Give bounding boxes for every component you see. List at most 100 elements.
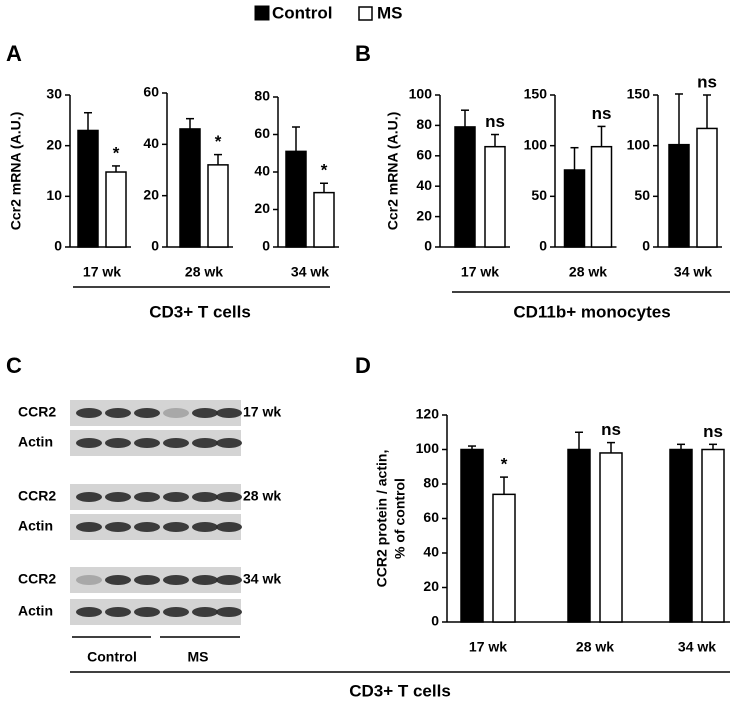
significance-label: *	[501, 455, 508, 474]
significance-label: ns	[592, 104, 612, 123]
blot-band	[163, 607, 189, 617]
bar	[492, 493, 516, 623]
blot-band	[163, 492, 189, 502]
x-tick-label: 34 wk	[678, 639, 716, 655]
x-tick-label: 17 wk	[469, 639, 507, 655]
bar	[590, 145, 613, 248]
blot-group-label: MS	[188, 649, 209, 665]
y-tick-label: 0	[54, 238, 62, 254]
blot-band	[105, 492, 131, 502]
y-tick-label: 60	[423, 509, 439, 525]
y-tick-label: 0	[539, 238, 547, 254]
panel-label: C	[6, 353, 22, 378]
blot-band	[105, 438, 131, 448]
blot-row-label: Actin	[18, 434, 53, 450]
panel-label: A	[6, 41, 22, 66]
blot-band	[192, 492, 218, 502]
y-axis-label: Ccr2 mRNA (A.U.)	[385, 112, 401, 231]
bar	[179, 128, 201, 248]
x-tick-label: 28 wk	[569, 264, 607, 280]
blot-band	[192, 522, 218, 532]
blot-band	[163, 408, 189, 418]
blot-band	[105, 575, 131, 585]
blot-week-label: 17 wk	[243, 404, 281, 420]
blot-band	[134, 408, 160, 418]
y-tick-label: 150	[627, 86, 651, 102]
y-tick-label: 20	[254, 200, 270, 216]
y-tick-label: 10	[46, 187, 62, 203]
bar	[599, 452, 623, 623]
blot-row-label: Actin	[18, 603, 53, 619]
bar	[484, 145, 506, 248]
blot-band	[134, 492, 160, 502]
y-tick-label: 40	[143, 135, 159, 151]
bar	[669, 448, 693, 623]
x-tick-label: 28 wk	[185, 264, 223, 280]
bar	[668, 143, 690, 248]
blot-row-label: CCR2	[18, 571, 56, 587]
blot-band	[76, 408, 102, 418]
blot-group-label: Control	[87, 649, 137, 665]
y-axis-label: % of control	[392, 478, 408, 559]
blot-band	[216, 522, 242, 532]
blot-band	[76, 575, 102, 585]
blot-week-label: 28 wk	[243, 488, 281, 504]
bar	[313, 191, 335, 248]
y-tick-label: 20	[143, 186, 159, 202]
bar	[567, 448, 591, 623]
y-tick-label: 100	[416, 440, 440, 456]
blot-band	[76, 492, 102, 502]
y-tick-label: 50	[531, 187, 547, 203]
x-tick-label: 34 wk	[291, 264, 329, 280]
significance-label: *	[215, 132, 222, 151]
y-tick-label: 0	[151, 238, 159, 254]
legend-label: MS	[377, 3, 403, 22]
panel-label: B	[355, 41, 371, 66]
blot-band	[134, 575, 160, 585]
blot-band	[192, 408, 218, 418]
blot-band	[134, 522, 160, 532]
y-tick-label: 40	[254, 163, 270, 179]
legend-swatch	[254, 5, 270, 21]
blot-band	[163, 575, 189, 585]
x-tick-label: 34 wk	[674, 264, 712, 280]
significance-label: ns	[601, 420, 621, 439]
y-tick-label: 40	[416, 177, 432, 193]
legend-swatch	[358, 6, 373, 21]
bar	[454, 126, 476, 248]
blot-band	[76, 438, 102, 448]
y-tick-label: 100	[524, 136, 548, 152]
blot-week-label: 34 wk	[243, 571, 281, 587]
bar	[207, 164, 229, 248]
y-tick-label: 0	[431, 613, 439, 629]
blot-band	[105, 408, 131, 418]
y-axis-label: Ccr2 mRNA (A.U.)	[8, 112, 24, 231]
y-tick-label: 80	[254, 88, 270, 104]
significance-label: ns	[485, 112, 505, 131]
panel-label: D	[355, 353, 371, 378]
bar	[285, 150, 307, 248]
significance-label: *	[321, 161, 328, 180]
y-tick-label: 0	[642, 238, 650, 254]
y-tick-label: 30	[46, 86, 62, 102]
blot-band	[163, 522, 189, 532]
y-tick-label: 50	[634, 187, 650, 203]
bar	[77, 129, 99, 248]
legend-label: Control	[272, 3, 332, 22]
group-label: CD11b+ monocytes	[513, 302, 670, 321]
significance-label: ns	[703, 422, 723, 441]
y-tick-label: 40	[423, 544, 439, 560]
x-tick-label: 17 wk	[461, 264, 499, 280]
blot-band	[105, 607, 131, 617]
blot-band	[163, 438, 189, 448]
y-axis-label: CCR2 protein / actin,	[374, 450, 390, 588]
bar	[105, 171, 127, 248]
blot-band	[134, 438, 160, 448]
y-tick-label: 150	[524, 86, 548, 102]
blot-band	[76, 607, 102, 617]
blot-band	[134, 607, 160, 617]
blot-band	[192, 607, 218, 617]
y-tick-label: 20	[416, 207, 432, 223]
y-tick-label: 80	[416, 116, 432, 132]
blot-band	[216, 492, 242, 502]
